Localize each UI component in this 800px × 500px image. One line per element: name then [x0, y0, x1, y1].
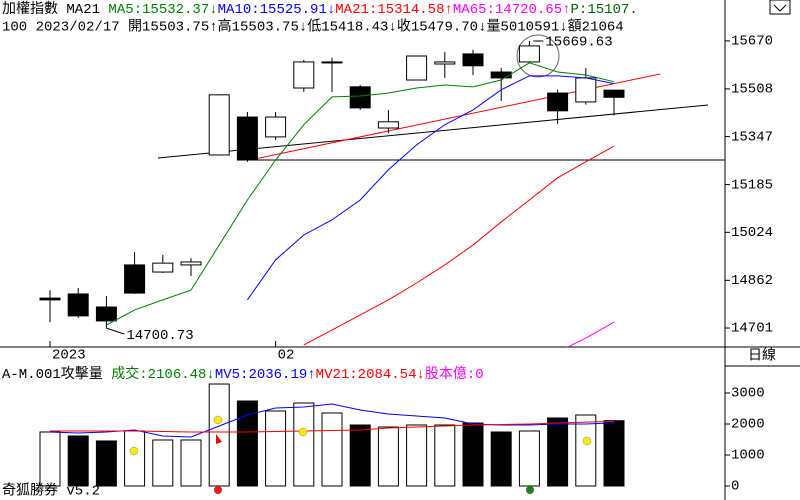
candle-body — [67, 293, 89, 317]
signal-dot — [214, 486, 222, 494]
y-tick-label: 15347 — [731, 129, 773, 145]
legend-item: A-M.001攻擊量 — [2, 365, 111, 383]
candle-body — [490, 71, 512, 79]
line-series — [50, 420, 615, 433]
legend-item: P:15107. — [571, 2, 638, 18]
legend-text: 加權指數 MA21 MA5:15532.37↓MA10:15525.91↓MA2… — [2, 1, 638, 18]
legend-item: 股本億:0 — [425, 366, 484, 383]
signal-dot — [129, 446, 139, 456]
candle-body — [434, 61, 456, 65]
candle-body — [349, 86, 371, 109]
candle-body — [152, 262, 174, 273]
volume-bar — [575, 414, 597, 487]
volume-bar — [547, 417, 569, 487]
volume-bar — [124, 430, 146, 487]
y-tick-label: 14862 — [731, 273, 773, 289]
legend-item: 成交:2106.48↓ — [111, 365, 215, 383]
y-tick-label: 15670 — [731, 34, 773, 50]
volume-bar — [434, 424, 456, 487]
legend-text: A-M.001攻擊量 成交:2106.48↓MV5:2036.19↑MV21:2… — [2, 365, 484, 383]
volume-bar — [152, 439, 174, 487]
candle-body — [575, 77, 597, 103]
candle-body — [95, 306, 117, 322]
signal-arrow — [216, 434, 222, 444]
volume-bar — [462, 422, 484, 487]
candle-body — [293, 61, 315, 89]
volume-bar — [518, 430, 540, 487]
info-text: 100 2023/02/17 開15503.75↑高15503.75↓低1541… — [2, 18, 624, 36]
signal-dot — [526, 486, 534, 494]
line-series — [246, 75, 615, 301]
panel-plot — [39, 383, 625, 487]
line-series — [566, 321, 615, 347]
volume-bar — [236, 400, 258, 487]
volume-bar — [406, 424, 428, 487]
volume-bar — [321, 412, 343, 487]
volume-bar — [208, 383, 230, 487]
legend-item: MV5:2036.19↑ — [215, 367, 316, 383]
volume-bar — [490, 431, 512, 487]
candle-body — [236, 116, 258, 161]
legend-item: MA10:15525.91↓ — [218, 2, 336, 18]
low-annotation: 14700.73 — [126, 328, 193, 344]
volume-bar — [67, 435, 89, 487]
legend-item: 加權指數 MA21 — [2, 1, 108, 18]
y-tick-label: 15185 — [731, 177, 773, 193]
plot — [39, 41, 625, 487]
legend-item: MV21:2084.54↓ — [316, 367, 425, 383]
volume-bar — [293, 402, 315, 487]
legend-item: MA21:15314.58↑ — [335, 2, 453, 18]
x-tick-label: 02 — [278, 348, 295, 364]
high-annotation: 15669.63 — [545, 35, 612, 51]
candle-body — [462, 53, 484, 67]
y-tick-label: 1000 — [731, 448, 765, 464]
y-tick-label: 15024 — [731, 225, 773, 241]
candle-body — [603, 89, 625, 98]
candle-body — [518, 45, 540, 63]
volume-bar — [265, 410, 287, 487]
candle-body — [124, 264, 146, 294]
y-tick-label: 14701 — [731, 321, 773, 337]
highlight-circle — [516, 34, 560, 78]
candle-body — [208, 94, 230, 156]
y-tick-label: 15508 — [731, 82, 773, 98]
scroll-button[interactable] — [769, 0, 791, 15]
line-series — [49, 403, 615, 438]
footer-label: 奇狐勝券 v5.2 — [2, 482, 100, 500]
line-series — [106, 62, 615, 326]
candle-body — [265, 116, 287, 138]
signal-dot — [582, 436, 592, 446]
signal-dot — [213, 415, 223, 425]
volume-bar — [95, 440, 117, 487]
legend-item: MA5:15532.37↓ — [108, 2, 217, 18]
period-label: 日線 — [748, 348, 776, 365]
y-tick-label: 0 — [731, 479, 739, 495]
candle-body — [180, 261, 202, 266]
volume-bar — [377, 426, 399, 487]
legend-item: MA65:14720.65↑ — [453, 2, 571, 18]
x-tick-label: 2023 — [52, 348, 86, 364]
volume-bar — [39, 431, 61, 487]
candle-body — [321, 61, 343, 64]
line-series — [303, 145, 615, 346]
panel-plot — [39, 41, 625, 347]
candle-body — [547, 92, 569, 112]
volume-bar — [180, 439, 202, 487]
candle-body — [377, 121, 399, 129]
scroll-arrow — [773, 4, 787, 12]
y-tick-label: 3000 — [731, 386, 765, 402]
y-tick-label: 2000 — [731, 417, 765, 433]
signal-dot — [298, 427, 308, 437]
volume-bar — [603, 420, 625, 487]
candle-body — [406, 55, 428, 81]
candle-body — [39, 297, 61, 301]
annotation-leader — [106, 327, 125, 335]
volume-bar — [349, 424, 371, 487]
